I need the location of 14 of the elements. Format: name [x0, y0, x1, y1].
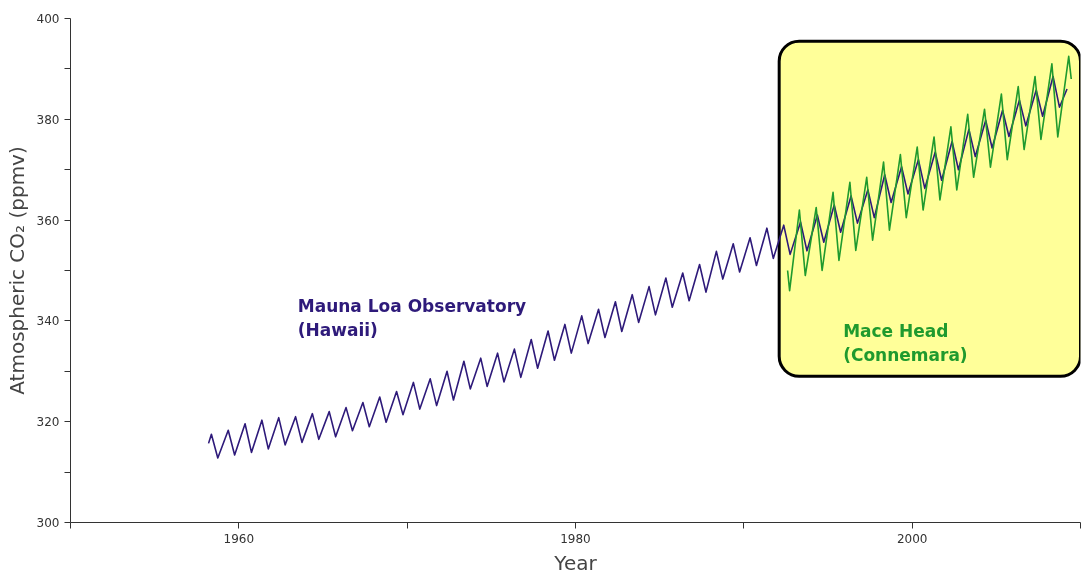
line-series	[786, 55, 1073, 292]
y-tick-label: 300	[36, 516, 60, 530]
y-tick-label: 400	[36, 12, 60, 26]
x-tick-label: 1980	[560, 531, 591, 546]
y-tick-label: 340	[36, 314, 60, 329]
text: Mace Head (Connemara)	[843, 320, 968, 365]
y-tick-label: 320	[36, 415, 60, 430]
x-tick-label: 1960	[223, 531, 255, 546]
series-label: Mauna Loa Observatory (Hawaii)	[297, 295, 527, 340]
x-tick-label: 2000	[896, 531, 928, 546]
x-axis-title: Year	[553, 550, 598, 575]
y-tick-label: 360	[36, 213, 60, 228]
y-axis-title: Atmospheric CO₂ (ppmv)	[4, 146, 29, 395]
y-tick-label: 380	[36, 112, 60, 127]
